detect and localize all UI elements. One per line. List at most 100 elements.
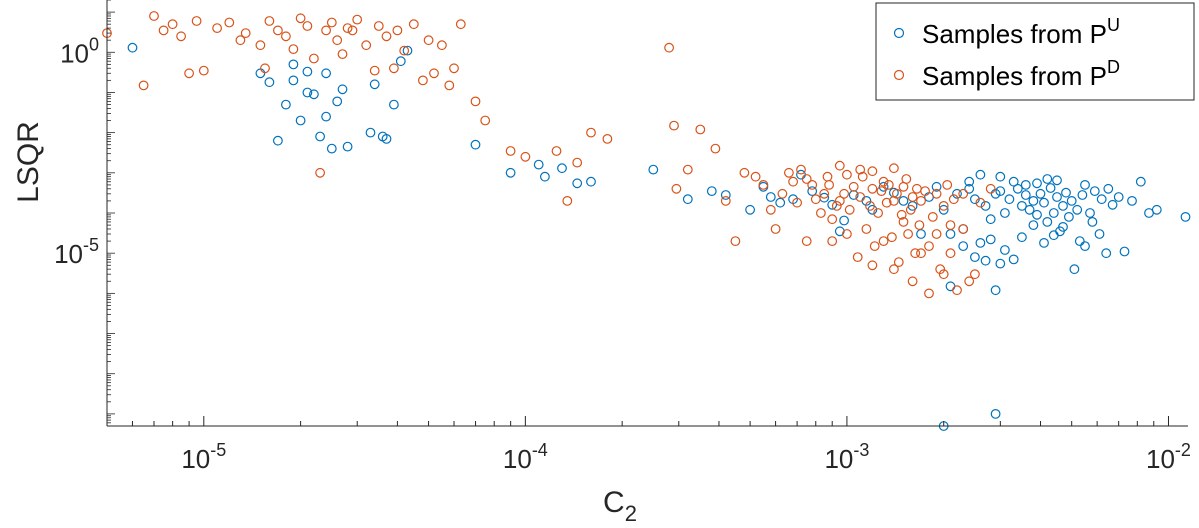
data-point [819,188,830,199]
data-point [852,252,863,263]
data-point [127,42,138,53]
data-point [865,200,875,211]
data-point [958,241,969,252]
data-point [1077,190,1088,200]
data-point [1074,236,1085,247]
data-point [1020,179,1031,190]
x-tick-label-exponent: -2 [1175,440,1191,460]
x-tick-label-exponent: -3 [853,440,869,460]
data-point [945,281,956,292]
data-point [801,236,812,247]
data-point [1058,221,1068,232]
legend-entry-1-superscript: D [1107,57,1120,77]
legend: Samples from PU Samples from PD [875,2,1195,101]
data-point [831,200,842,211]
legend-entry-0-superscript: U [1107,15,1120,35]
data-point [1127,195,1137,206]
data-point [867,166,878,177]
data-point [288,59,299,70]
data-point [807,186,818,197]
data-point [224,17,235,28]
data-point [138,80,149,91]
data-point [855,192,866,202]
data-point [931,229,942,239]
data-point [505,146,516,156]
data-point [916,195,926,206]
data-point [572,157,583,168]
data-point [892,188,902,199]
data-point [149,11,159,21]
data-point [664,42,674,53]
data-point [1035,188,1046,199]
data-point [309,53,319,64]
data-point [1004,194,1015,205]
data-point [1042,216,1053,227]
x-axis-label-subscript: 2 [625,501,637,526]
data-point [1101,248,1112,259]
data-point [907,192,918,202]
data-point [1028,195,1039,206]
data-point [255,40,266,51]
data-point [995,186,1006,197]
data-point [898,195,909,206]
data-point [455,19,466,30]
data-point [822,171,833,182]
data-point [281,31,291,42]
data-point [876,186,887,197]
x-tick-label-base: 10 [1146,444,1175,474]
data-point [907,276,918,287]
data-point [730,236,741,247]
data-point [470,139,481,150]
data-point [810,194,821,205]
series-0-points [127,42,1191,431]
data-point [924,241,934,252]
data-point [758,181,769,192]
data-point [750,171,761,182]
data-point [1103,183,1114,194]
data-point [842,169,852,180]
data-point [1020,190,1031,200]
data-point [392,25,403,36]
data-point [945,229,956,239]
data-point [347,25,358,36]
x-tick-label: 10-3 [824,440,869,474]
data-point [889,264,899,275]
x-axis-label: C2 [603,486,637,526]
data-point [342,141,353,152]
data-point [302,87,313,98]
data-point [706,186,717,197]
data-point [1089,186,1100,197]
data-point [758,179,769,190]
data-point [212,23,223,33]
data-point [1069,264,1080,275]
data-point [990,188,1001,199]
data-point [158,25,169,36]
data-point [342,23,353,33]
data-point [1039,197,1049,208]
data-point [770,224,781,234]
data-point [980,255,991,266]
data-point [839,188,849,199]
data-point [834,226,845,237]
data-point [964,183,975,194]
data-point [938,269,949,280]
y-tick-label-base: 10 [60,38,89,68]
data-point [975,197,986,208]
data-point [352,14,363,25]
x-tick-label: 10-5 [181,440,226,474]
data-point [365,127,376,138]
data-point [990,285,1001,296]
data-point [470,96,481,107]
data-point [1000,245,1010,255]
data-point [777,188,788,199]
data-point [399,45,410,56]
data-point [739,167,750,178]
data-point [682,194,693,205]
x-tick-label-base: 10 [503,444,532,474]
data-point [985,234,996,245]
data-point [801,174,812,184]
data-point [572,178,583,189]
legend-entry-0: Samples from PU [922,15,1120,49]
data-point [321,25,332,36]
data-point [995,258,1006,269]
